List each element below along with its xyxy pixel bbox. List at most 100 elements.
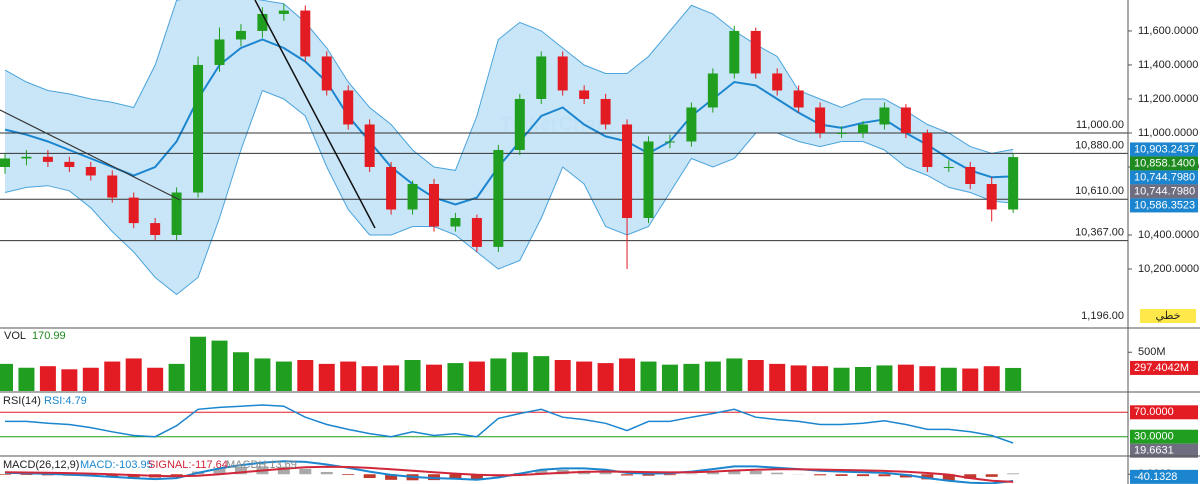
histogram-bar [685, 473, 698, 475]
macd-line [4, 465, 1014, 483]
volume-bar [297, 360, 314, 391]
volume-bar [812, 366, 829, 391]
histogram-bar [663, 474, 676, 476]
trend-line [0, 109, 181, 201]
price-tag [1130, 360, 1198, 375]
candle-body [278, 10, 289, 14]
candle-body [965, 166, 976, 184]
bollinger-band-area [5, 0, 1014, 295]
price-tag [1130, 443, 1198, 458]
volume-bar [940, 367, 957, 391]
candle-body [622, 124, 633, 218]
volume-bar [661, 364, 678, 391]
y-tick-label: 11,600.0000 [1138, 25, 1198, 37]
macd-pane: MACD(26,12,9) MACD:-103.95SIGNAL:-117.64M… [0, 459, 1020, 484]
price-tag-label: 10,586.3523 [1134, 199, 1195, 211]
volume-bar [962, 368, 979, 391]
volume-bar [490, 358, 507, 391]
histogram-bar [385, 474, 398, 480]
volume-bar [404, 360, 421, 391]
price-tag-label: 70.0000 [1134, 406, 1174, 418]
histogram-bar [878, 474, 891, 477]
price-tag-label: 19.6631 [1134, 445, 1174, 457]
volume-bar [426, 364, 442, 391]
histogram-bar [320, 471, 333, 475]
histogram-bar [706, 471, 719, 475]
volume-bar [39, 366, 56, 391]
candle-body [128, 197, 139, 224]
volume-bar [769, 363, 786, 391]
histogram-bar [857, 474, 869, 477]
histogram-bar [599, 472, 612, 475]
volume-pane: VOL 170.99 [0, 330, 1022, 391]
histogram-bar [814, 474, 827, 476]
price-tag [1130, 170, 1198, 185]
price-tag-label: -40.1328 [1134, 471, 1177, 483]
price-tag [1130, 198, 1198, 213]
bollinger-lower [4, 89, 1014, 296]
candle-body [986, 183, 997, 210]
candle-body [321, 56, 332, 91]
candle-body [85, 166, 96, 176]
histogram-bar [277, 466, 290, 475]
histogram-bar [835, 474, 848, 476]
annotation: 1,196.00 [1081, 310, 1124, 322]
level-label: 11,000.00 [1076, 119, 1124, 131]
price-tag-label: 10,903.2437 [1134, 143, 1195, 155]
candle-body [386, 166, 397, 210]
volume-bar [383, 365, 400, 391]
candle-body [407, 183, 418, 210]
level-label: 10,367.00 [1075, 227, 1124, 239]
price-tag [1130, 429, 1198, 444]
candle-body [343, 90, 354, 125]
volume-bar [232, 352, 249, 391]
candle-body [429, 183, 439, 227]
candle-body [364, 124, 375, 167]
candle-body [514, 98, 525, 150]
price-tag-label: 297.4042M [1134, 362, 1189, 374]
price-tag-label: 30.0000 [1134, 431, 1174, 443]
histogram-bar [621, 474, 634, 476]
histogram-bar [234, 466, 247, 475]
pane-value: 170.99 [32, 330, 66, 342]
volume-bar [983, 366, 1000, 391]
price-tag [1130, 184, 1198, 199]
candle-body [42, 156, 53, 162]
histogram-bar [213, 468, 226, 475]
volume-bar [919, 366, 936, 391]
volume-bar [147, 367, 164, 391]
pane-value: RSI:4.79 [44, 395, 87, 407]
price-tag [1130, 405, 1198, 420]
histogram-bar [363, 474, 376, 479]
candle-body [900, 107, 911, 133]
candle-body [471, 218, 482, 247]
volume-bar [61, 369, 78, 391]
volume-bar [619, 358, 636, 391]
candle-body [557, 56, 568, 91]
histogram-bar [20, 474, 33, 476]
legend-entry: SIGNAL:-117.64 [148, 459, 228, 471]
bollinger-upper [4, 0, 1014, 171]
volume-bar [18, 367, 35, 391]
volume-bar [855, 366, 871, 391]
volume-bar [726, 358, 743, 391]
y-tick-label: 11,000.0000 [1138, 127, 1198, 139]
volume-bar [833, 367, 850, 391]
volume-bar [125, 358, 142, 391]
price-tag [1130, 469, 1198, 484]
mode-button[interactable] [1140, 309, 1196, 323]
volume-bar [447, 363, 464, 391]
volume-bar [168, 363, 185, 391]
candle-body [1008, 157, 1019, 210]
pane-label: VOL [4, 330, 26, 342]
volume-bar [104, 361, 121, 391]
pane-label: MACD(26,12,9) [3, 459, 79, 471]
rsi-pane: RSI(14) RSI:4.79 [0, 395, 1128, 444]
volume-bar [340, 361, 357, 391]
candle-body [836, 132, 847, 134]
volume-bar [82, 367, 99, 391]
candle-body [235, 30, 246, 40]
volume-bar [190, 336, 207, 391]
y-tick-label: 11,400.0000 [1138, 59, 1198, 71]
candle-body [150, 223, 161, 236]
